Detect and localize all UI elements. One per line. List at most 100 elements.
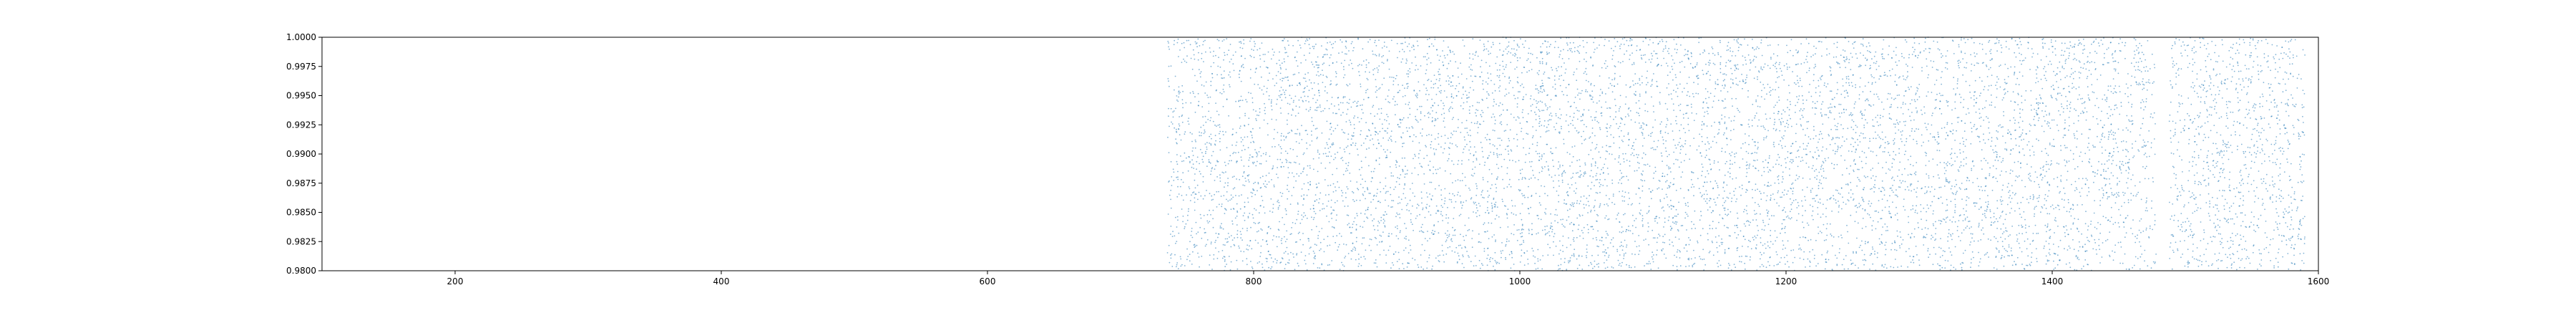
scatter-point: [2205, 137, 2207, 138]
scatter-point: [1894, 80, 1896, 82]
scatter-point: [1719, 42, 1721, 44]
scatter-point: [1777, 192, 1779, 193]
scatter-point: [1468, 159, 1470, 161]
scatter-point: [1789, 92, 1790, 94]
scatter-point: [1872, 151, 1874, 153]
scatter-point: [1392, 264, 1395, 266]
scatter-point: [1402, 96, 1404, 97]
scatter-point: [1673, 151, 1675, 153]
scatter-point: [1362, 112, 1364, 114]
scatter-point: [2258, 131, 2260, 133]
scatter-point: [1601, 92, 1604, 95]
scatter-point: [1722, 80, 1724, 82]
scatter-point: [1820, 75, 1823, 77]
scatter-point: [1901, 53, 1903, 54]
scatter-point: [1644, 164, 1646, 166]
scatter-point: [1249, 69, 1252, 70]
scatter-point: [2004, 92, 2006, 94]
scatter-point: [1412, 127, 1414, 129]
scatter-point: [1407, 239, 1410, 241]
scatter-point: [2182, 231, 2183, 232]
scatter-point: [1976, 62, 1978, 64]
scatter-point: [2302, 115, 2303, 117]
scatter-point: [1629, 40, 1631, 42]
scatter-point: [1601, 91, 1604, 93]
scatter-point: [1714, 121, 1716, 123]
scatter-point: [1704, 176, 1707, 178]
scatter-point: [1633, 155, 1635, 157]
scatter-point: [1798, 156, 1800, 158]
scatter-point: [1701, 196, 1702, 198]
scatter-point: [1739, 111, 1741, 113]
scatter-point: [1995, 178, 1997, 179]
scatter-point: [1225, 131, 1226, 133]
scatter-point: [1349, 99, 1350, 100]
scatter-point: [1404, 223, 1405, 225]
scatter-point: [1596, 120, 1599, 122]
scatter-point: [1778, 183, 1780, 184]
scatter-point: [2041, 39, 2044, 41]
scatter-point: [1934, 139, 1936, 141]
scatter-point: [1938, 92, 1941, 95]
scatter-point: [1848, 242, 1850, 244]
scatter-point: [1870, 52, 1872, 54]
scatter-point: [1790, 198, 1791, 200]
scatter-point: [1901, 134, 1903, 136]
scatter-point: [1859, 65, 1861, 67]
scatter-point: [1997, 221, 1999, 223]
scatter-point: [2236, 121, 2238, 123]
scatter-point: [1222, 134, 1224, 136]
scatter-point: [1721, 244, 1723, 245]
scatter-point: [1995, 247, 1997, 249]
scatter-point: [1813, 198, 1815, 200]
scatter-point: [1182, 90, 1184, 92]
scatter-point: [2000, 258, 2002, 259]
scatter-point: [1376, 148, 1377, 150]
scatter-point: [1714, 236, 1717, 238]
scatter-point: [2220, 260, 2222, 262]
scatter-point: [1652, 105, 1654, 107]
scatter-point: [1440, 146, 1442, 148]
scatter-point: [1426, 267, 1428, 269]
scatter-point: [1365, 122, 1367, 124]
scatter-point: [2070, 215, 2072, 217]
scatter-point: [2091, 43, 2092, 45]
scatter-point: [2200, 182, 2202, 183]
scatter-point: [1563, 225, 1564, 227]
scatter-point: [1259, 163, 1261, 165]
scatter-point: [1855, 251, 1858, 253]
scatter-point: [1683, 247, 1685, 249]
scatter-point: [1219, 174, 1221, 176]
scatter-point: [2202, 175, 2204, 176]
scatter-point: [2068, 54, 2070, 57]
scatter-point: [2209, 206, 2210, 208]
scatter-point: [1861, 113, 1863, 115]
scatter-point: [1415, 218, 1417, 219]
scatter-point: [1911, 99, 1913, 101]
scatter-point: [2047, 125, 2049, 127]
scatter-point: [2127, 150, 2129, 153]
scatter-point: [1871, 225, 1873, 227]
scatter-point: [1574, 127, 1576, 129]
scatter-point: [2209, 106, 2211, 108]
scatter-point: [1996, 130, 1998, 132]
scatter-point: [1691, 112, 1693, 114]
scatter-point: [1272, 211, 1274, 213]
scatter-point: [2304, 54, 2306, 56]
scatter-point: [1635, 193, 1637, 195]
scatter-point: [1989, 175, 1991, 177]
scatter-point: [1958, 64, 1960, 67]
scatter-point: [1898, 245, 1901, 246]
scatter-point: [1269, 254, 1271, 256]
scatter-point: [1430, 181, 1433, 183]
scatter-point: [2019, 59, 2021, 62]
scatter-point: [1797, 82, 1799, 84]
scatter-point: [1313, 168, 1314, 170]
scatter-point: [1210, 170, 1212, 172]
scatter-point: [1523, 264, 1526, 266]
scatter-point: [1555, 112, 1557, 115]
scatter-point: [2111, 163, 2113, 165]
scatter-point: [1929, 133, 1931, 135]
scatter-point: [1647, 263, 1649, 265]
scatter-point: [1680, 148, 1682, 150]
